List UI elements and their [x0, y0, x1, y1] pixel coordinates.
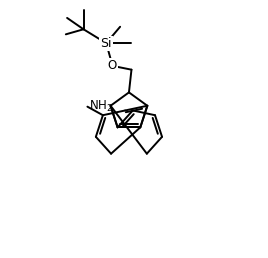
Text: O: O	[107, 59, 117, 72]
Text: NH$_2$: NH$_2$	[89, 99, 113, 114]
Text: Si: Si	[100, 37, 112, 50]
